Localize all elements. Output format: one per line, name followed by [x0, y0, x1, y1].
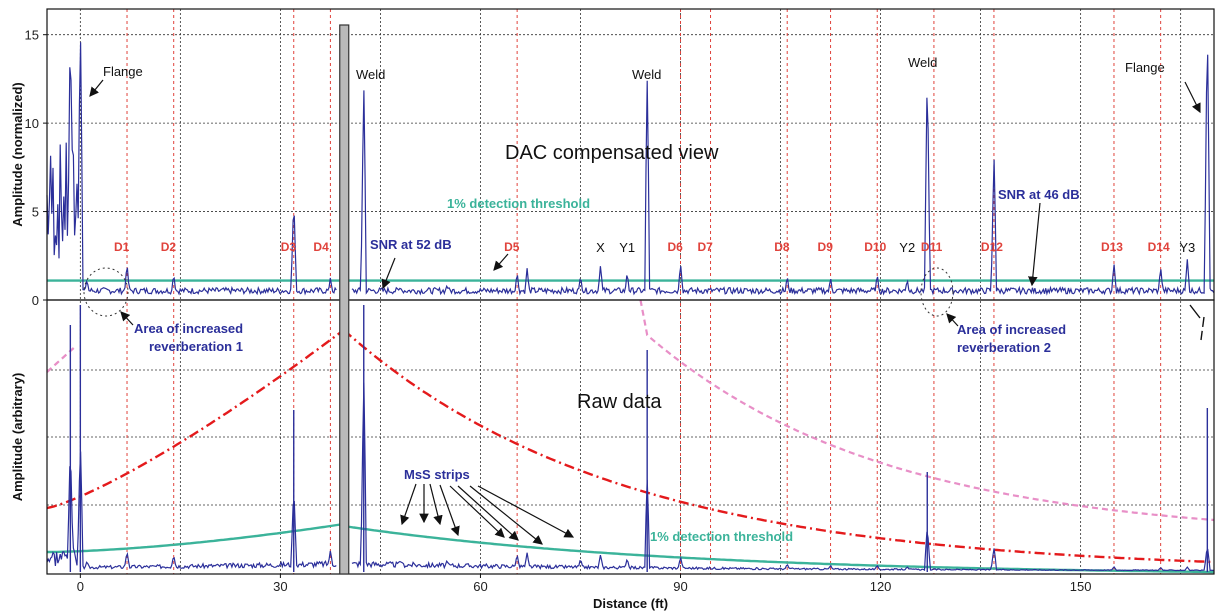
- reverberation-1-circle: [83, 267, 129, 317]
- arrow-mss-strip-4: [439, 484, 460, 537]
- dac-curve-pink-right: [639, 299, 1215, 522]
- signal-traces: [46, 42, 1215, 572]
- flange-label-right: Flange: [1125, 60, 1165, 75]
- dac-curves: [46, 299, 1215, 564]
- x-tick-label: 30: [273, 579, 287, 594]
- y-tick-label: 15: [25, 28, 39, 43]
- threshold-label-bottom: 1% detection threshold: [650, 529, 793, 544]
- marker-label-y2: Y2: [899, 240, 915, 255]
- defect-label-d7: D7: [698, 240, 714, 254]
- plot-frames: [46, 8, 1215, 575]
- sensor-bar: [339, 24, 350, 575]
- defect-label-d3: D3: [281, 240, 297, 254]
- reverberation-1-line1: Area of increased: [134, 321, 243, 336]
- y-axis-label-top: Amplitude (normalized): [10, 82, 25, 226]
- weld-label-2: Weld: [632, 67, 661, 82]
- defect-label-d13: D13: [1101, 240, 1123, 254]
- defect-label-d11: D11: [921, 240, 943, 254]
- reverberation-2-circle: [920, 267, 954, 317]
- arrow-mss-strip-5: [449, 485, 505, 538]
- annotations: Flange Weld Weld Weld Flange DAC compensated …: [83, 55, 1205, 545]
- reverberation-2-line1: Area of increased: [957, 322, 1066, 337]
- marker-label-y1: Y1: [619, 240, 635, 255]
- dash-line-right-top: [1189, 304, 1201, 319]
- reverberation-1-line2: reverberation 1: [149, 339, 243, 354]
- defect-marker-lines: [126, 9, 1162, 574]
- snr-52-label: SNR at 52 dB: [370, 237, 452, 252]
- flange-label-left: Flange: [103, 64, 143, 79]
- dac-curve-left: [46, 329, 345, 510]
- bottom-plot-frame: [46, 299, 1215, 575]
- dash-line-right: [1200, 316, 1205, 341]
- arrow-reverberation-2: [946, 313, 959, 327]
- signal-trace-top: [46, 42, 1215, 296]
- defect-label-d6: D6: [668, 240, 684, 254]
- weld-label-3: Weld: [908, 55, 937, 70]
- defect-label-d8: D8: [774, 240, 790, 254]
- defect-label-d1: D1: [114, 240, 130, 254]
- reverberation-2-line2: reverberation 2: [957, 340, 1051, 355]
- y-tick-label: 0: [32, 293, 39, 308]
- grid: [47, 9, 1214, 574]
- defect-label-d5: D5: [504, 240, 520, 254]
- sensor-position-bar: [339, 24, 350, 575]
- x-tick-label: 0: [77, 579, 84, 594]
- defect-label-d2: D2: [161, 240, 177, 254]
- x-tick-label: 120: [870, 579, 892, 594]
- arrow-flange-right: [1184, 81, 1201, 114]
- x-tick-label: 150: [1070, 579, 1092, 594]
- arrow-snr-46: [1028, 202, 1041, 287]
- defect-label-d4: D4: [313, 240, 329, 254]
- signal-trace-bottom: [46, 382, 1214, 572]
- dac-curve-right: [343, 329, 1215, 564]
- arrow-snr-52: [381, 257, 396, 290]
- y-tick-label: 10: [25, 116, 39, 131]
- arrow-mss-strip-1: [400, 483, 417, 526]
- dac-view-title: DAC compensated view: [505, 142, 719, 164]
- x-tick-label: 60: [473, 579, 487, 594]
- raw-data-title: Raw data: [577, 391, 662, 413]
- arrow-threshold-top: [493, 253, 509, 271]
- marker-label-x: X: [596, 240, 605, 255]
- mss-strips-label: MsS strips: [404, 467, 470, 482]
- threshold-label-top: 1% detection threshold: [447, 196, 590, 211]
- snr-46-label: SNR at 46 dB: [998, 187, 1080, 202]
- marker-labels: D1 D2 D3 D4 D5 D6 D7 D8 D9 D10 D11 D12 D13 D14 X Y1 Y2 Y3: [114, 240, 1195, 255]
- defect-label-d12: D12: [981, 240, 1003, 254]
- marker-label-y3: Y3: [1179, 240, 1195, 255]
- arrow-mss-strip-7: [469, 485, 543, 545]
- arrow-mss-strip-8: [477, 485, 575, 538]
- threshold-curve-left: [47, 522, 344, 554]
- y-axis-label-bottom: Amplitude (arbitrary): [10, 373, 25, 502]
- arrow-reverberation-1: [120, 311, 134, 326]
- arrow-flange-left: [89, 79, 104, 97]
- defect-label-d9: D9: [818, 240, 834, 254]
- arrow-mss-strip-6: [457, 485, 519, 541]
- defect-label-d10: D10: [864, 240, 886, 254]
- arrow-mss-strip-3: [429, 483, 443, 526]
- dac-curve-pink-left: [46, 347, 75, 373]
- y-tick-label: 5: [32, 205, 39, 220]
- x-tick-label: 90: [673, 579, 687, 594]
- weld-label-1: Weld: [356, 67, 385, 82]
- defect-label-d14: D14: [1148, 240, 1170, 254]
- x-axis-label: Distance (ft): [593, 596, 668, 611]
